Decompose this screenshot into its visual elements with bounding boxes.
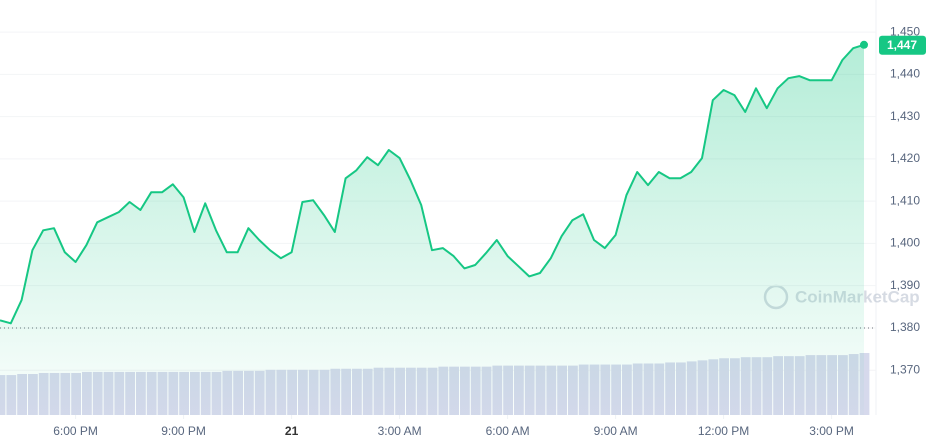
x-tick-label: 9:00 PM — [161, 424, 206, 438]
y-tick-label: 1,390 — [890, 278, 920, 292]
x-tick-label: 12:00 PM — [698, 424, 749, 438]
x-tick-label: 3:00 AM — [378, 424, 422, 438]
last-point — [860, 40, 868, 49]
y-tick-label: 1,410 — [890, 193, 920, 207]
x-tick-label: 6:00 PM — [53, 424, 98, 438]
y-tick-label: 1,370 — [890, 362, 920, 376]
x-tick-label: 9:00 AM — [594, 424, 638, 438]
x-tick-label: 21 — [285, 424, 299, 438]
price-line — [0, 43, 865, 325]
y-tick-label: 1,450 — [890, 24, 920, 38]
volume-bar — [859, 353, 870, 415]
y-tick-label: 1,400 — [890, 236, 920, 250]
y-tick-label: 1,420 — [890, 151, 920, 165]
x-tick-label: 6:00 AM — [486, 424, 530, 438]
x-tick-label: 3:00 PM — [809, 424, 854, 438]
y-tick-label: 1,430 — [890, 109, 920, 123]
y-tick-label: 1,440 — [890, 67, 920, 81]
y-tick-label: 1,380 — [890, 320, 920, 334]
price-area — [0, 44, 864, 416]
price-tag — [879, 35, 926, 55]
price-tag-label: 1,447 — [887, 38, 917, 52]
